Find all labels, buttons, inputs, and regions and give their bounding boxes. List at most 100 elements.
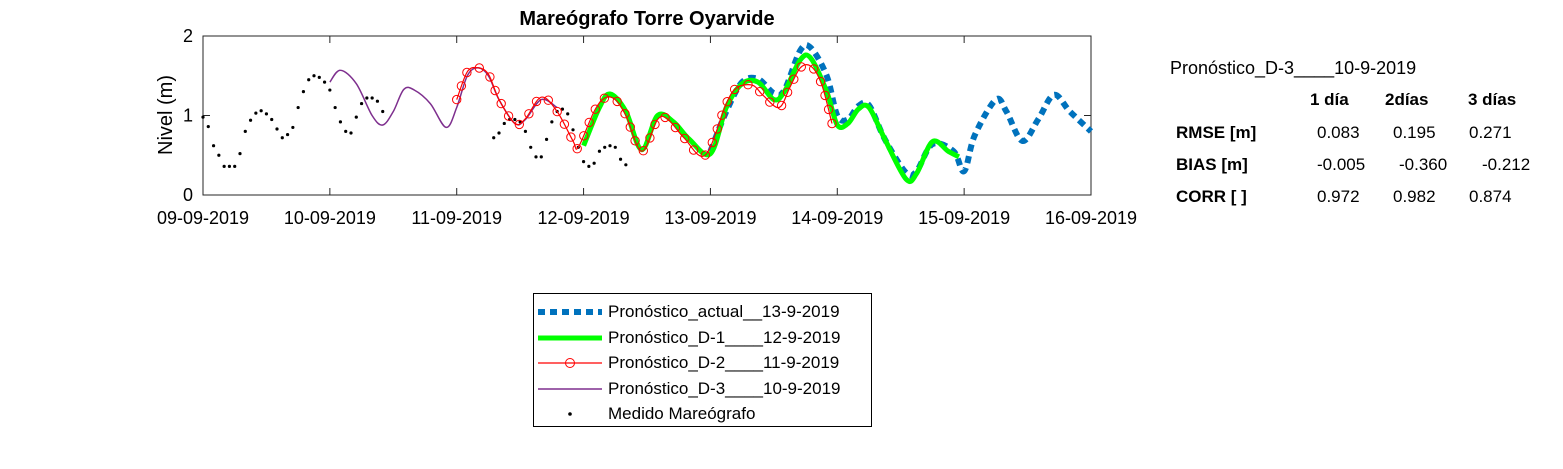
series-marker <box>820 90 830 101</box>
measured-point <box>344 129 348 133</box>
series-marker <box>590 104 600 114</box>
series-marker <box>789 74 799 84</box>
legend-swatch-dotted-blue <box>538 309 602 315</box>
measured-point <box>375 99 380 103</box>
measured-point <box>365 96 369 100</box>
measured-point <box>328 88 332 92</box>
series-marker <box>712 124 722 134</box>
series-marker <box>776 100 787 111</box>
series-marker <box>755 87 765 97</box>
measured-point <box>502 121 506 126</box>
series-marker <box>599 93 610 103</box>
series-2 <box>452 62 837 160</box>
legend-item-medido: Medido Mareógrafo <box>534 402 871 426</box>
measured-point <box>338 120 343 124</box>
series-line <box>456 64 833 157</box>
measured-point <box>206 125 210 129</box>
series-marker <box>827 118 837 129</box>
stats-cell-rmse-2: 0.195 <box>1393 123 1436 142</box>
series-marker <box>462 67 472 78</box>
stats-cell-corr-1: 0.972 <box>1317 187 1360 206</box>
measured-point <box>560 107 565 111</box>
y-tick-label: 1 <box>183 106 193 126</box>
measured-point <box>497 131 501 135</box>
measured-point <box>248 118 253 122</box>
measured-point <box>322 80 327 84</box>
legend-label-pronostico-d1: Pronóstico_D-1____12-9-2019 <box>608 328 841 347</box>
measured-point <box>529 145 533 149</box>
stats-cell-rmse-3: 0.271 <box>1469 123 1512 142</box>
measured-point <box>592 161 596 165</box>
measured-point <box>317 75 321 79</box>
series-marker <box>670 122 681 133</box>
series-marker <box>782 87 793 98</box>
measured-point <box>301 90 306 94</box>
legend-item-pronostico-actual: Pronóstico_actual__13-9-2019 <box>534 300 871 324</box>
series-marker <box>765 97 775 107</box>
series-line <box>581 52 961 185</box>
series-marker <box>700 150 710 160</box>
legend-item-pronostico-d1: Pronóstico_D-1____12-9-2019 <box>534 326 871 350</box>
measured-point <box>370 96 374 100</box>
series-marker <box>503 111 514 121</box>
measured-point <box>608 144 612 148</box>
series-marker <box>485 72 495 82</box>
stats-header-2: 2días <box>1385 90 1429 109</box>
series-marker <box>474 63 484 73</box>
measured-point <box>581 160 586 164</box>
series-marker <box>638 146 648 156</box>
measured-point <box>238 152 242 156</box>
x-tick-label: 13-09-2019 <box>664 208 756 228</box>
series-marker <box>579 131 589 141</box>
measured-point <box>523 129 528 133</box>
stats-title: Pronóstico_D-3____10-9-2019 <box>1170 58 1417 78</box>
plot-area-frame <box>202 35 1092 196</box>
measured-point <box>243 129 247 133</box>
chart-legend: Pronóstico_actual__13-9-2019 Pronóstico_… <box>533 293 872 427</box>
series-marker <box>650 119 660 130</box>
x-tick-label: 09-09-2019 <box>157 208 249 228</box>
measured-point <box>354 115 358 119</box>
measured-point <box>285 132 290 137</box>
chart-title: Mareógrafo Torre Oyarvide <box>519 8 774 30</box>
measured-point <box>259 109 263 113</box>
series-marker <box>688 145 699 155</box>
series-marker <box>630 136 640 146</box>
series-marker <box>572 144 582 154</box>
measured-point <box>544 137 549 141</box>
series-marker <box>815 76 826 87</box>
measured-point <box>275 127 279 131</box>
series-1 <box>581 52 961 185</box>
series-marker <box>796 62 806 72</box>
x-tick-label: 10-09-2019 <box>284 208 376 228</box>
measured-point <box>254 111 258 115</box>
legend-item-pronostico-d3: Pronóstico_D-3____10-9-2019 <box>534 377 871 401</box>
y-tick-label: 0 <box>183 185 193 205</box>
x-tick-label: 11-09-2019 <box>411 208 502 228</box>
series-marker <box>543 95 553 105</box>
measured-point <box>233 164 237 168</box>
y-axis-label: Nivel (m) <box>155 75 177 155</box>
legend-label-pronostico-d2: Pronóstico_D-2____11-9-2019 <box>608 353 840 372</box>
measured-point <box>566 112 570 116</box>
legend-label-medido: Medido Mareógrafo <box>608 404 756 423</box>
measured-point <box>217 153 221 157</box>
measured-point <box>201 115 205 119</box>
legend-swatch-green <box>538 335 602 341</box>
stats-cell-bias-3: -0.212 <box>1482 155 1531 174</box>
series-marker <box>566 132 576 142</box>
series-marker <box>584 117 594 128</box>
series-marker <box>823 104 834 115</box>
stats-cell-rmse-1: 0.083 <box>1317 123 1360 142</box>
measured-point <box>270 117 274 122</box>
measured-point <box>222 164 226 168</box>
series-marker <box>531 96 542 107</box>
series-marker <box>743 80 753 90</box>
measured-point <box>587 164 591 168</box>
series-marker <box>524 109 534 119</box>
measured-point <box>296 105 300 110</box>
x-tick-label: 14-09-2019 <box>791 208 883 228</box>
stats-row-label-rmse: RMSE [m] <box>1176 123 1257 142</box>
series-marker <box>717 110 727 120</box>
